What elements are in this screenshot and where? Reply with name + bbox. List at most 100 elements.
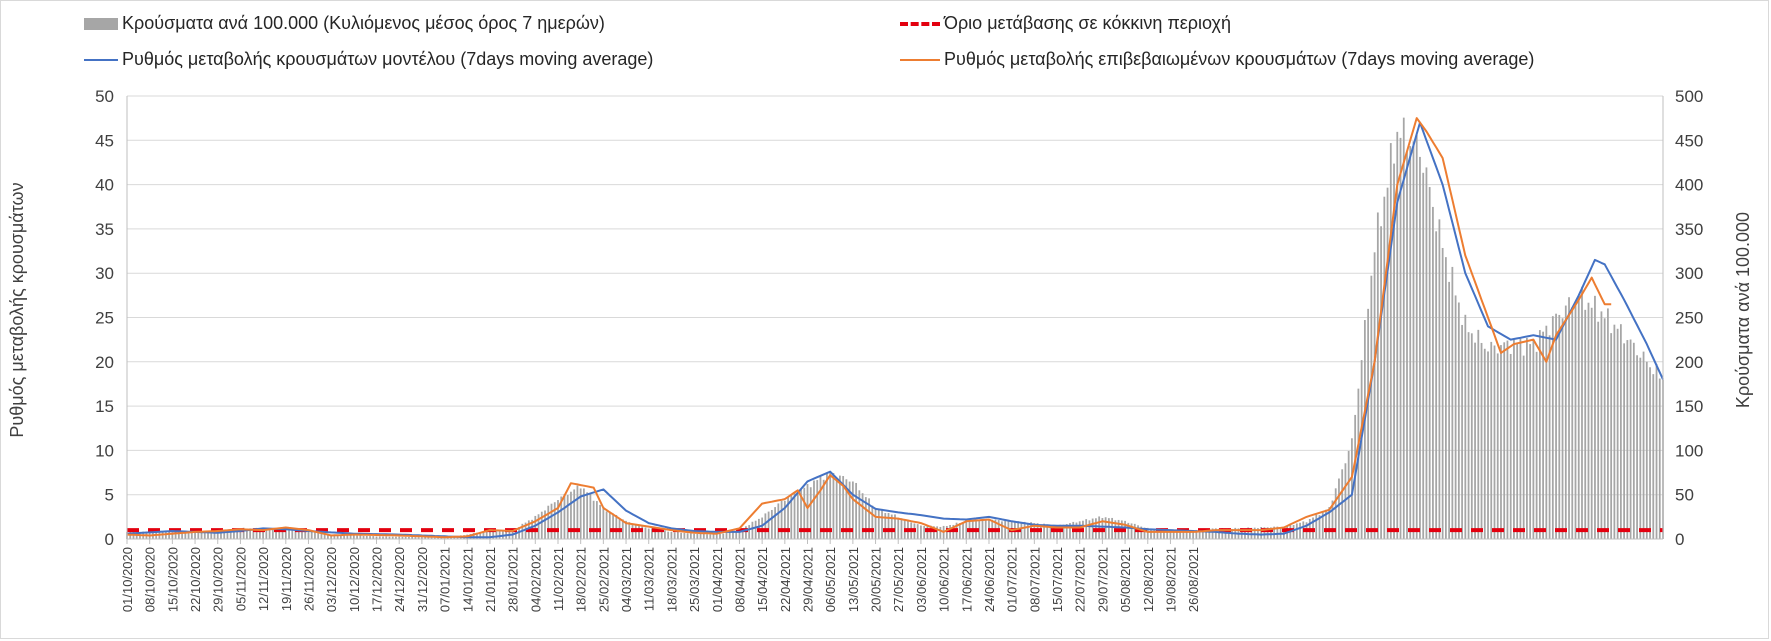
bar bbox=[1513, 339, 1515, 539]
bar bbox=[1548, 335, 1551, 539]
bar bbox=[920, 525, 922, 539]
bar bbox=[1130, 523, 1133, 539]
bar bbox=[1432, 206, 1434, 539]
bar bbox=[1150, 528, 1152, 539]
legend-swatch-model bbox=[84, 59, 118, 61]
bar bbox=[194, 531, 196, 539]
bar bbox=[754, 520, 757, 539]
bar bbox=[576, 485, 579, 539]
bar bbox=[894, 514, 896, 539]
x-tick-label: 03/06/2021 bbox=[914, 547, 929, 612]
bar bbox=[1159, 528, 1162, 539]
bar bbox=[706, 534, 708, 539]
bar bbox=[1522, 355, 1525, 539]
bar bbox=[1276, 526, 1279, 539]
bar bbox=[1577, 295, 1580, 539]
bar bbox=[936, 526, 939, 539]
bar bbox=[1658, 378, 1661, 539]
x-tick-label: 04/03/2021 bbox=[619, 547, 634, 612]
bar bbox=[1600, 311, 1603, 539]
bar bbox=[1049, 524, 1052, 539]
y2-tick-label: 350 bbox=[1675, 220, 1703, 239]
bar bbox=[1526, 337, 1528, 539]
bar bbox=[741, 528, 744, 539]
bar bbox=[1263, 527, 1266, 539]
bar bbox=[1069, 523, 1071, 539]
bar bbox=[1428, 187, 1431, 539]
bar bbox=[327, 534, 329, 539]
bar bbox=[1639, 357, 1642, 539]
bar bbox=[1056, 525, 1058, 539]
bar bbox=[161, 531, 164, 539]
bar bbox=[1065, 524, 1068, 539]
bar bbox=[800, 488, 802, 539]
bar bbox=[657, 529, 660, 539]
bar bbox=[1221, 528, 1224, 539]
bar bbox=[356, 535, 358, 539]
y-tick-label: 10 bbox=[95, 441, 114, 460]
x-tick-label: 01/04/2021 bbox=[710, 547, 725, 612]
bar bbox=[625, 520, 627, 539]
bar bbox=[1438, 219, 1441, 540]
bar bbox=[1655, 363, 1658, 539]
bar bbox=[424, 537, 427, 539]
bar bbox=[433, 537, 436, 539]
bar bbox=[1584, 309, 1587, 539]
bar bbox=[310, 531, 313, 539]
bar bbox=[388, 536, 391, 539]
bar bbox=[1046, 524, 1049, 539]
bar bbox=[472, 533, 475, 539]
bar bbox=[437, 537, 439, 539]
bar bbox=[1441, 247, 1444, 540]
bar bbox=[670, 531, 673, 539]
bar bbox=[1461, 324, 1463, 539]
bar bbox=[1493, 345, 1496, 539]
bar bbox=[1607, 308, 1609, 539]
bar bbox=[1393, 163, 1395, 539]
bar bbox=[864, 497, 867, 539]
x-tick-label: 22/10/2020 bbox=[188, 547, 203, 612]
x-tick-label: 18/02/2021 bbox=[574, 547, 589, 612]
bar bbox=[1496, 353, 1499, 539]
bar bbox=[848, 481, 851, 539]
bar bbox=[1111, 517, 1114, 539]
bar bbox=[395, 536, 397, 539]
x-tick-label: 12/08/2021 bbox=[1141, 547, 1156, 612]
bar bbox=[965, 521, 968, 539]
bar bbox=[1645, 361, 1648, 539]
bar bbox=[1613, 324, 1616, 539]
bar bbox=[1260, 527, 1263, 539]
bar bbox=[1001, 521, 1003, 539]
y-tick-label: 5 bbox=[105, 486, 114, 505]
x-tick-label: 13/05/2021 bbox=[846, 547, 861, 612]
y2-tick-label: 150 bbox=[1675, 397, 1703, 416]
bar bbox=[1062, 524, 1065, 539]
bar bbox=[715, 534, 718, 539]
bar bbox=[1172, 529, 1175, 539]
bar bbox=[489, 530, 491, 539]
bar bbox=[1610, 333, 1613, 539]
bar bbox=[339, 535, 342, 539]
bar bbox=[751, 521, 754, 539]
bar bbox=[1026, 523, 1029, 539]
y2-axis-title: Κρούσματα ανά 100.000 bbox=[1733, 212, 1753, 408]
bar bbox=[190, 531, 193, 539]
bar bbox=[1551, 316, 1554, 539]
bar bbox=[404, 536, 407, 539]
bar bbox=[223, 530, 226, 539]
bar bbox=[320, 533, 323, 539]
y-tick-label: 15 bbox=[95, 397, 114, 416]
bar bbox=[307, 531, 310, 539]
bar bbox=[1464, 314, 1467, 539]
bar bbox=[900, 518, 903, 539]
bar bbox=[1328, 507, 1331, 539]
bar bbox=[1435, 231, 1438, 539]
bar bbox=[696, 533, 699, 539]
bar bbox=[861, 493, 864, 539]
bar bbox=[615, 514, 618, 539]
x-tick-label: 27/05/2021 bbox=[891, 547, 906, 612]
bar bbox=[1107, 518, 1110, 539]
bar bbox=[1133, 523, 1136, 539]
bar bbox=[1163, 529, 1165, 539]
